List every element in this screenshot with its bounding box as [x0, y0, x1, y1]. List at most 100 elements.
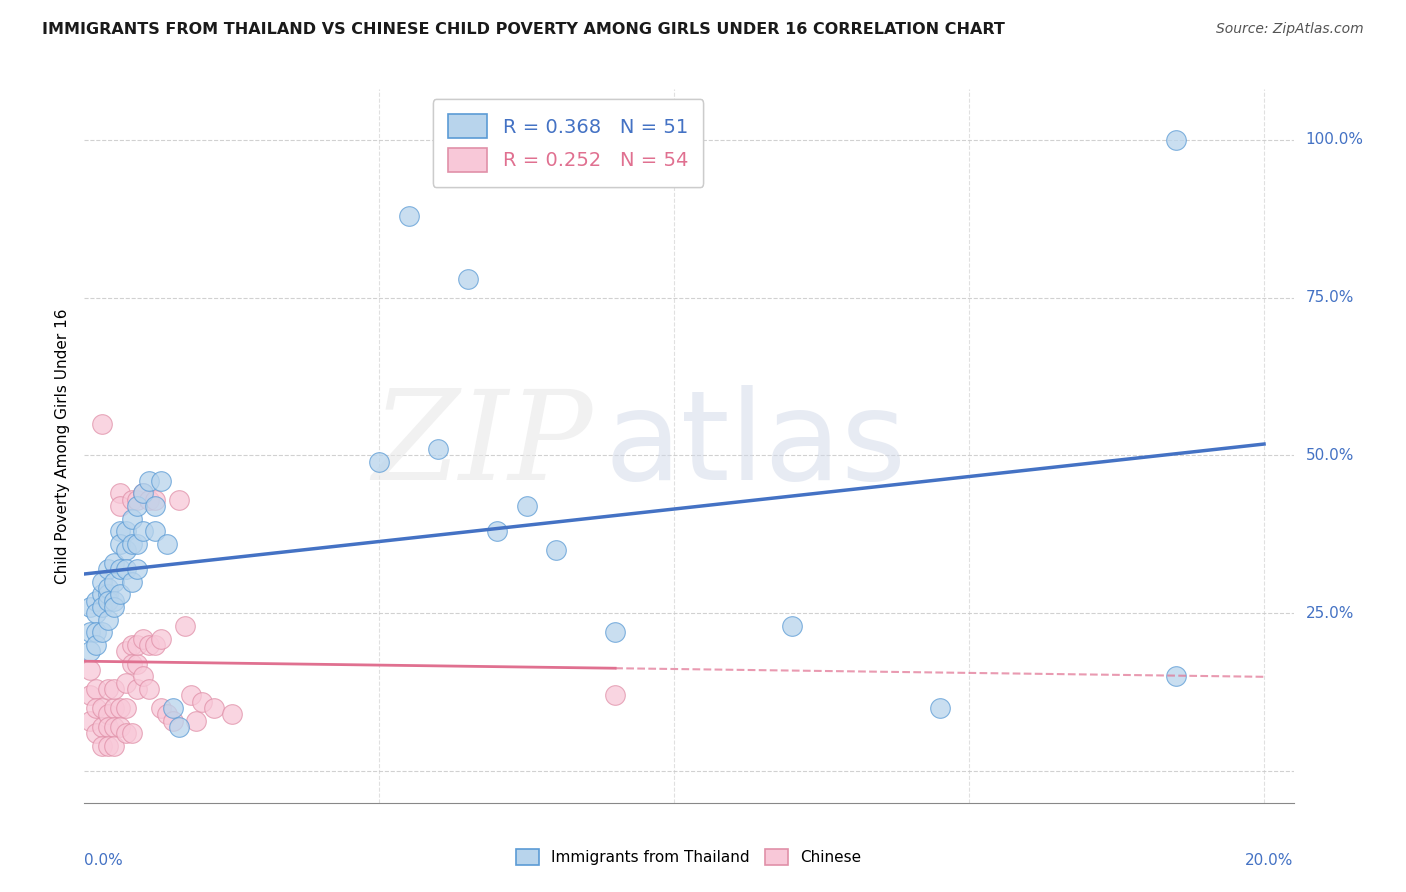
Point [84, 638, 107, 652]
Point [79, 714, 101, 728]
Point [127, 562, 149, 576]
Point [127, 657, 149, 671]
Point [91, 417, 114, 431]
Point [84, 607, 107, 621]
Point [97, 682, 120, 697]
Point [91, 701, 114, 715]
Point [114, 701, 136, 715]
Point [162, 714, 184, 728]
Point [114, 562, 136, 576]
Point [546, 543, 568, 558]
Point [121, 492, 143, 507]
Point [156, 537, 179, 551]
Point [91, 625, 114, 640]
Point [368, 455, 391, 469]
Point [121, 726, 143, 740]
Point [108, 587, 131, 601]
Point [457, 271, 479, 285]
Point [127, 638, 149, 652]
Point [191, 695, 214, 709]
Point [167, 720, 190, 734]
Text: 50.0%: 50.0% [1306, 448, 1354, 463]
Point [516, 499, 538, 513]
Point [79, 689, 101, 703]
Point [928, 701, 950, 715]
Legend: Immigrants from Thailand, Chinese: Immigrants from Thailand, Chinese [510, 843, 868, 871]
Point [167, 492, 190, 507]
Text: 100.0%: 100.0% [1306, 132, 1364, 147]
Point [127, 682, 149, 697]
Point [108, 562, 131, 576]
Text: ZIP: ZIP [371, 385, 592, 507]
Point [97, 587, 120, 601]
Point [202, 701, 225, 715]
Point [127, 492, 149, 507]
Point [143, 638, 166, 652]
Point [138, 682, 160, 697]
Point [221, 707, 243, 722]
Point [114, 726, 136, 740]
Point [103, 682, 125, 697]
Text: Source: ZipAtlas.com: Source: ZipAtlas.com [1216, 22, 1364, 37]
Text: 0.0%: 0.0% [84, 853, 124, 868]
Point [97, 707, 120, 722]
Point [91, 587, 114, 601]
Point [114, 524, 136, 539]
Point [156, 707, 179, 722]
Point [114, 644, 136, 658]
Point [132, 486, 155, 500]
Point [121, 537, 143, 551]
Point [121, 511, 143, 525]
Point [114, 675, 136, 690]
Point [79, 663, 101, 677]
Point [84, 701, 107, 715]
Point [173, 619, 195, 633]
Point [138, 492, 160, 507]
Point [79, 644, 101, 658]
Point [150, 701, 173, 715]
Text: atlas: atlas [605, 385, 907, 507]
Point [79, 600, 101, 615]
Point [108, 701, 131, 715]
Point [97, 613, 120, 627]
Text: 75.0%: 75.0% [1306, 290, 1354, 305]
Point [84, 593, 107, 607]
Point [103, 593, 125, 607]
Point [97, 593, 120, 607]
Point [108, 486, 131, 500]
Point [103, 739, 125, 753]
Point [103, 701, 125, 715]
Point [127, 499, 149, 513]
Legend: R = 0.368   N = 51, R = 0.252   N = 54: R = 0.368 N = 51, R = 0.252 N = 54 [433, 99, 703, 187]
Point [108, 524, 131, 539]
Point [398, 209, 420, 223]
Point [103, 720, 125, 734]
Point [1164, 133, 1187, 147]
Point [132, 669, 155, 683]
Point [91, 574, 114, 589]
Point [180, 689, 202, 703]
Text: IMMIGRANTS FROM THAILAND VS CHINESE CHILD POVERTY AMONG GIRLS UNDER 16 CORRELATI: IMMIGRANTS FROM THAILAND VS CHINESE CHIL… [42, 22, 1005, 37]
Point [84, 726, 107, 740]
Point [114, 543, 136, 558]
Point [97, 562, 120, 576]
Y-axis label: Child Poverty Among Girls Under 16: Child Poverty Among Girls Under 16 [55, 309, 70, 583]
Point [103, 574, 125, 589]
Point [121, 638, 143, 652]
Point [79, 625, 101, 640]
Point [97, 739, 120, 753]
Point [84, 625, 107, 640]
Point [150, 632, 173, 646]
Point [91, 739, 114, 753]
Point [150, 474, 173, 488]
Text: 20.0%: 20.0% [1246, 853, 1294, 868]
Point [97, 581, 120, 595]
Point [780, 619, 803, 633]
Point [138, 474, 160, 488]
Point [121, 657, 143, 671]
Point [132, 486, 155, 500]
Point [108, 720, 131, 734]
Point [132, 632, 155, 646]
Point [143, 524, 166, 539]
Point [84, 682, 107, 697]
